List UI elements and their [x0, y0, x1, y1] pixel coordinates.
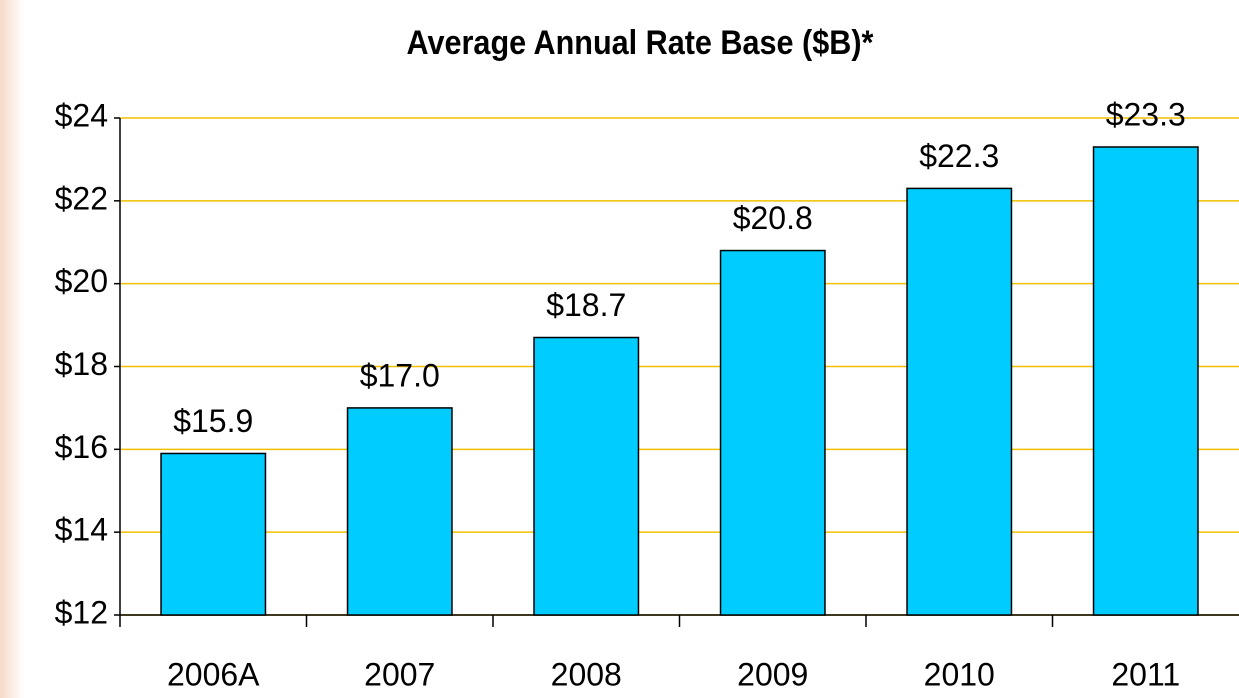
- value-label: $18.7: [546, 287, 626, 323]
- edge-shade: [0, 0, 24, 698]
- value-label: $23.3: [1106, 96, 1186, 132]
- x-tick-label: 2008: [551, 656, 622, 692]
- y-tick-label: $22: [55, 180, 108, 216]
- x-tick-label: 2009: [737, 656, 808, 692]
- y-tick-label: $12: [55, 594, 108, 630]
- value-label: $22.3: [919, 138, 999, 174]
- bar: [346, 407, 453, 616]
- x-tick-label: 2007: [364, 656, 435, 692]
- chart-title: Average Annual Rate Base ($B)*: [407, 24, 874, 62]
- bar: [1092, 146, 1199, 616]
- x-tick-label: 2010: [924, 656, 995, 692]
- y-tick-label: $14: [55, 512, 108, 548]
- y-tick-label: $24: [55, 97, 108, 133]
- x-tick-label: 2006A: [167, 656, 260, 692]
- bar: [906, 187, 1013, 616]
- y-tick-label: $20: [55, 263, 108, 299]
- value-label: $17.0: [360, 357, 440, 393]
- y-tick-label: $18: [55, 346, 108, 382]
- y-tick-label: $16: [55, 429, 108, 465]
- bar: [533, 336, 640, 616]
- bar: [160, 452, 267, 616]
- x-tick-label: 2011: [1111, 656, 1180, 692]
- value-label: $15.9: [173, 403, 253, 439]
- bar: [719, 249, 826, 616]
- value-label: $20.8: [733, 200, 813, 236]
